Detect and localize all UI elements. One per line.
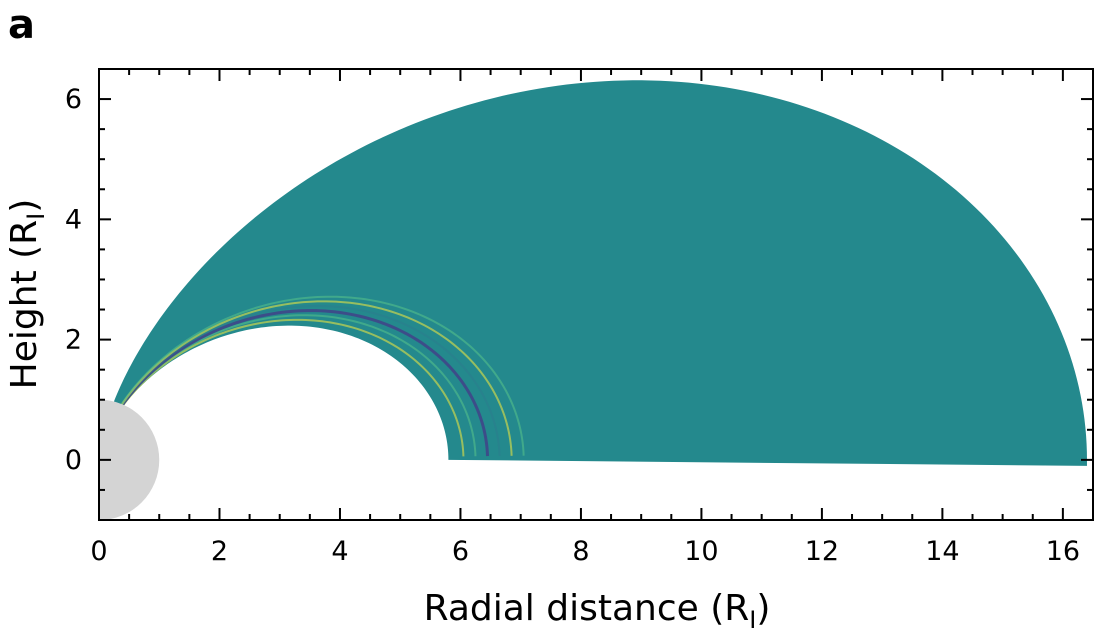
y-axis-label: Height (RI) [4,199,50,390]
x-tick-label: 0 [90,536,107,567]
y-tick-label: 0 [65,445,82,476]
x-tick-label: 16 [1046,536,1080,567]
x-tick-label: 8 [572,536,589,567]
x-tick-label: 4 [331,536,348,567]
x-tick-label: 6 [452,536,469,567]
y-tick-label: 6 [65,84,82,115]
panel-label: a [8,2,35,48]
wave-packet [120,295,525,457]
y-tick-label: 4 [65,204,82,235]
planet-disk [99,399,160,520]
wavefront-line [121,300,513,456]
field-region [113,80,1087,466]
x-tick-label: 14 [925,536,959,567]
y-tick-label: 2 [65,325,82,356]
tick-marks [98,68,1094,521]
wavefront-line [121,309,490,457]
x-tick-label: 12 [805,536,839,567]
wavefront-line [122,318,465,457]
x-tick-label: 2 [211,536,228,567]
wavefront-line [121,304,501,457]
plot-area [99,80,1087,520]
tick-labels: 0 2 4 6 8 10 12 14 16 0 2 4 6 [65,84,1080,567]
plot-frame [98,68,1094,521]
x-tick-label: 10 [684,536,718,567]
wavefront-line [120,295,525,456]
x-axis-label: Radial distance (RI) [424,588,771,629]
